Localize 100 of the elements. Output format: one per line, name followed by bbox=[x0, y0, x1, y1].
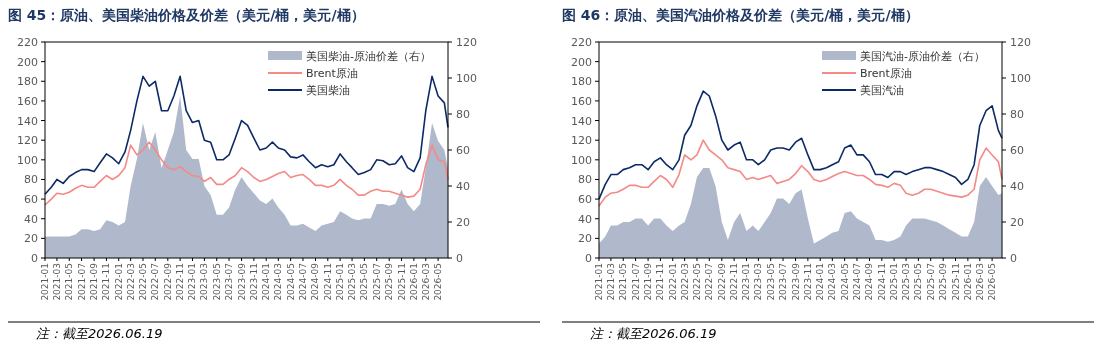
x-tick-label: 2025-05 bbox=[359, 263, 370, 301]
x-tick-label: 2025-01 bbox=[889, 263, 900, 301]
y-tick-label: 120 bbox=[17, 134, 38, 148]
x-tick-label: 2021-07 bbox=[76, 263, 87, 301]
y2-tick-label: 40 bbox=[456, 180, 470, 193]
y2-tick-label: 20 bbox=[456, 216, 470, 229]
x-tick-label: 2026-01 bbox=[408, 263, 419, 301]
y-tick-label: 200 bbox=[17, 55, 38, 69]
y-tick-label: 140 bbox=[571, 114, 592, 128]
x-tick-label: 2021-11 bbox=[655, 263, 666, 301]
y-tick-label: 120 bbox=[571, 134, 592, 148]
x-tick-label: 2025-01 bbox=[335, 263, 346, 301]
y-tick-label: 100 bbox=[17, 153, 38, 167]
x-tick-label: 2025-03 bbox=[901, 263, 912, 301]
y2-tick-label: 20 bbox=[1010, 216, 1024, 229]
line-series bbox=[598, 139, 1003, 207]
x-tick-label: 2022-03 bbox=[125, 263, 136, 301]
x-tick-label: 2024-01 bbox=[261, 263, 272, 301]
y-tick-label: 180 bbox=[17, 75, 38, 89]
text: 注：截至2026.06.19 bbox=[590, 326, 717, 341]
legend-label: 美国柴油 bbox=[306, 84, 350, 97]
x-tick-label: 2024-05 bbox=[285, 263, 296, 301]
y-tick-label: 20 bbox=[24, 232, 38, 246]
x-tick-label: 2022-03 bbox=[679, 263, 690, 301]
x-tick-label: 2025-11 bbox=[950, 263, 961, 301]
y-tick-label: 220 bbox=[571, 36, 592, 49]
y-tick-label: 200 bbox=[571, 55, 592, 69]
x-tick-label: 2024-03 bbox=[827, 263, 838, 301]
y-tick-label: 40 bbox=[24, 212, 38, 226]
y2-tick-label: 60 bbox=[456, 144, 470, 157]
x-tick-label: 2023-07 bbox=[224, 263, 235, 301]
x-tick-label: 2022-09 bbox=[716, 262, 727, 301]
text: 注：截至2026.06.19 bbox=[36, 326, 163, 341]
legend-label: 美国柴油-原油价差（右） bbox=[306, 50, 431, 63]
x-tick-label: 2025-09 bbox=[384, 262, 395, 301]
x-tick-label: 2024-05 bbox=[839, 263, 850, 301]
y-tick-label: 0 bbox=[31, 252, 38, 265]
y-tick-label: 160 bbox=[17, 94, 38, 108]
y2-tick-label: 80 bbox=[1010, 108, 1024, 121]
x-tick-label: 2021-09 bbox=[89, 262, 100, 301]
legend-label: 美国汽油 bbox=[860, 84, 904, 97]
x-tick-label: 2025-09 bbox=[938, 262, 949, 301]
x-tick-label: 2023-05 bbox=[765, 263, 776, 301]
x-tick-label: 2024-11 bbox=[876, 263, 887, 301]
x-tick-label: 2021-07 bbox=[630, 263, 641, 301]
line-series bbox=[44, 141, 449, 206]
x-tick-label: 2026-03 bbox=[974, 263, 985, 301]
x-tick-label: 2021-01 bbox=[40, 263, 50, 301]
x-tick-label: 2021-05 bbox=[618, 263, 629, 301]
x-tick-label: 2022-07 bbox=[704, 263, 715, 301]
x-tick-label: 2021-03 bbox=[605, 263, 616, 301]
x-tick-label: 2021-01 bbox=[594, 263, 604, 301]
x-tick-label: 2024-11 bbox=[322, 263, 333, 301]
x-tick-label: 2025-07 bbox=[925, 263, 936, 301]
x-tick-label: 2023-09 bbox=[790, 262, 801, 301]
x-tick-label: 2024-09 bbox=[864, 262, 875, 301]
y2-tick-label: 40 bbox=[1010, 180, 1024, 193]
x-tick-label: 2021-09 bbox=[643, 262, 654, 301]
y-tick-label: 100 bbox=[571, 153, 592, 167]
x-tick-label: 2023-07 bbox=[778, 263, 789, 301]
x-tick-label: 2025-07 bbox=[371, 263, 382, 301]
y-tick-label: 80 bbox=[578, 173, 592, 187]
x-tick-label: 2024-07 bbox=[851, 263, 862, 301]
x-tick-label: 2022-01 bbox=[667, 263, 678, 301]
legend-label: Brent原油 bbox=[860, 67, 912, 80]
y2-tick-label: 120 bbox=[1010, 36, 1031, 49]
x-tick-label: 2022-09 bbox=[162, 262, 173, 301]
y2-tick-label: 80 bbox=[456, 108, 470, 121]
y2-tick-label: 120 bbox=[456, 36, 477, 49]
x-tick-label: 2023-11 bbox=[248, 263, 259, 301]
y-tick-label: 140 bbox=[17, 114, 38, 128]
y-tick-label: 40 bbox=[578, 212, 592, 226]
x-tick-label: 2021-03 bbox=[51, 263, 62, 301]
x-tick-label: 2021-05 bbox=[64, 263, 75, 301]
legend-label: 美国汽油-原油价差（右） bbox=[860, 50, 985, 63]
x-tick-label: 2026-05 bbox=[433, 263, 444, 301]
legend-label: Brent原油 bbox=[306, 67, 358, 80]
x-tick-label: 2023-01 bbox=[741, 263, 752, 301]
x-tick-label: 2022-01 bbox=[113, 263, 124, 301]
x-tick-label: 2022-05 bbox=[137, 263, 148, 301]
x-tick-label: 2023-11 bbox=[802, 263, 813, 301]
x-tick-label: 2024-03 bbox=[273, 263, 284, 301]
x-tick-label: 2022-05 bbox=[691, 263, 702, 301]
x-tick-label: 2023-03 bbox=[199, 263, 210, 301]
x-tick-label: 2023-03 bbox=[753, 263, 764, 301]
x-tick-label: 2025-11 bbox=[396, 263, 407, 301]
x-tick-label: 2022-07 bbox=[150, 263, 161, 301]
x-tick-label: 2026-05 bbox=[987, 263, 998, 301]
y-tick-label: 20 bbox=[578, 232, 592, 246]
y2-tick-label: 100 bbox=[456, 72, 477, 85]
y-tick-label: 220 bbox=[17, 36, 38, 49]
y2-tick-label: 0 bbox=[456, 252, 463, 265]
y-tick-label: 0 bbox=[585, 252, 592, 265]
x-tick-label: 2022-11 bbox=[175, 263, 186, 301]
y-tick-label: 180 bbox=[571, 75, 592, 89]
x-tick-label: 2024-09 bbox=[310, 262, 321, 301]
x-tick-label: 2024-07 bbox=[297, 263, 308, 301]
y-tick-label: 80 bbox=[24, 173, 38, 187]
x-tick-label: 2026-03 bbox=[420, 263, 431, 301]
x-tick-label: 2023-01 bbox=[187, 263, 198, 301]
